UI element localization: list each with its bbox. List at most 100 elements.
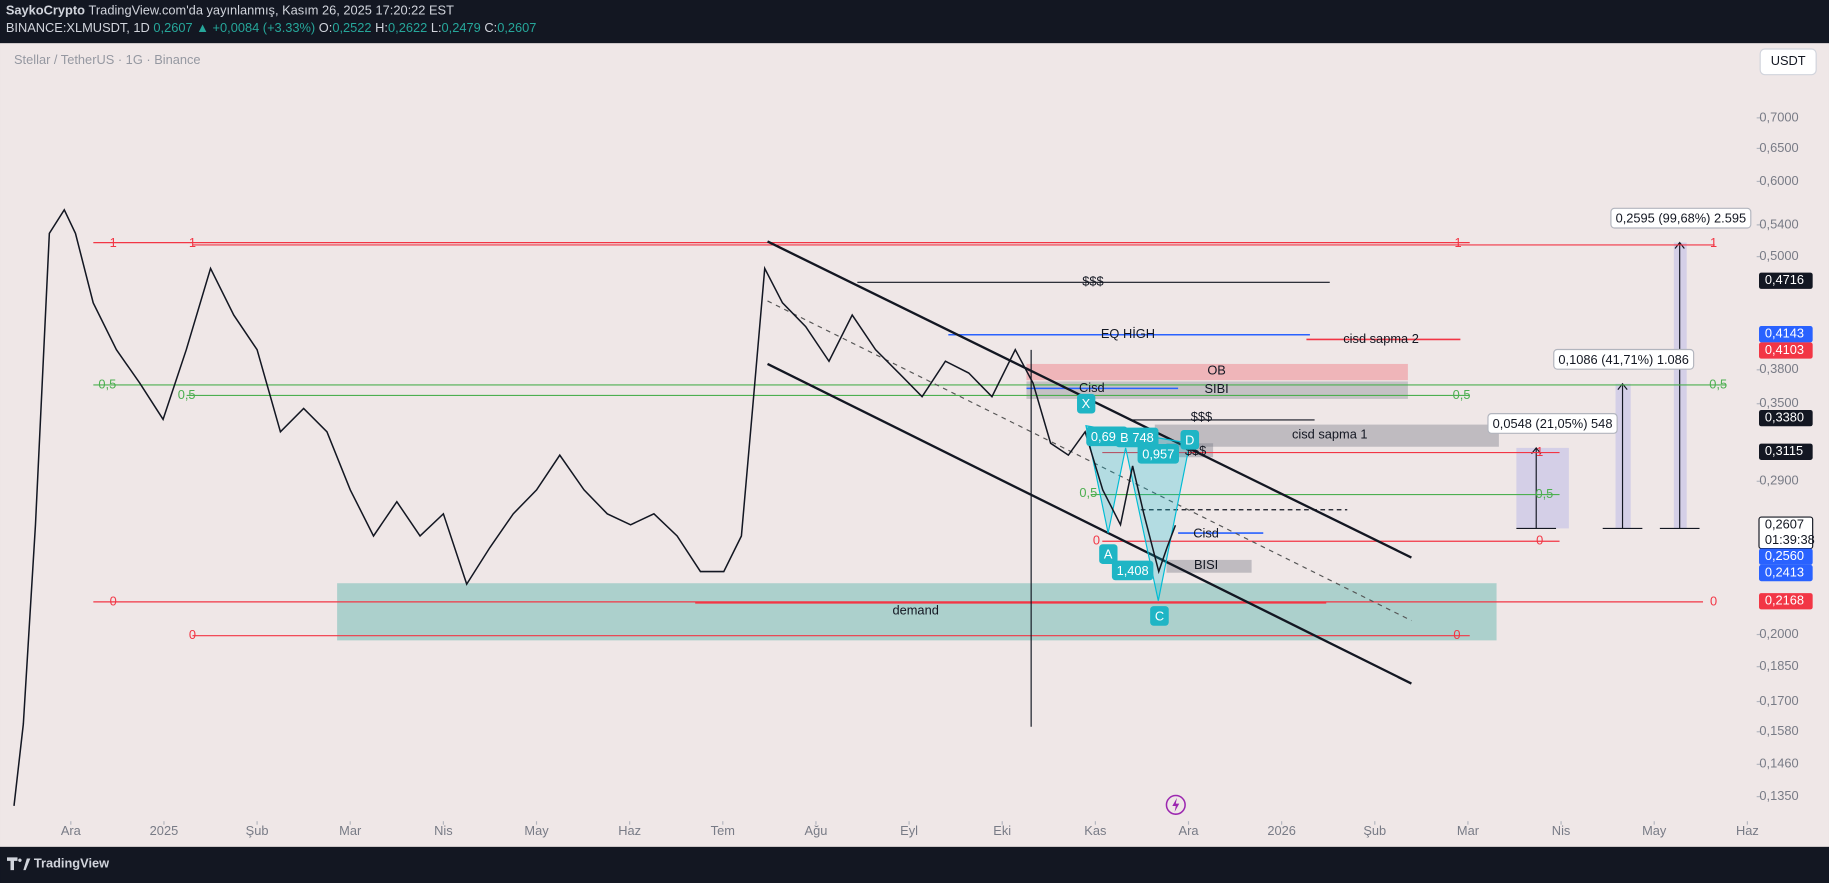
bisi-zone	[1166, 559, 1252, 573]
x-tick-label: Eyl	[900, 823, 918, 838]
currency[interactable]: USDT	[1771, 53, 1806, 68]
drawing-label: 0,5	[1453, 387, 1471, 402]
y-tick-label: 0,2900	[1759, 473, 1798, 488]
label-box	[1077, 393, 1096, 414]
label-box	[1137, 443, 1180, 464]
drawing-label: C	[1155, 608, 1164, 623]
price-badge-label: 0,2560	[1765, 548, 1804, 563]
drawing-label: $$$	[1191, 409, 1212, 424]
logo-text: TradingView	[34, 856, 109, 871]
x-tick-label: Nis	[1552, 823, 1571, 838]
drawing-label: Cisd	[1079, 380, 1105, 395]
drawing-label: 1	[110, 235, 117, 250]
price-badge	[1759, 593, 1813, 610]
author: SaykoCrypto	[6, 3, 85, 18]
x-tick-label: 2025	[150, 823, 179, 838]
x-tick-label: May	[524, 823, 549, 838]
change: ▲ +0,0084 (+3.33%)	[196, 21, 315, 36]
price-badge-label: 0,3115	[1765, 443, 1803, 458]
symbol: BINANCE:XLMUSDT, 1D	[6, 21, 150, 36]
drawing-label: OB	[1207, 362, 1226, 377]
drawing-label: 0	[110, 593, 117, 608]
x-tick-label: Nis	[434, 823, 453, 838]
countdown: 01:39:38	[1765, 532, 1815, 547]
label-box	[1099, 544, 1118, 564]
y-tick-label: 0,6500	[1759, 140, 1798, 155]
drawing-label: 1	[1454, 235, 1461, 250]
price-badge-label: 0,2607	[1765, 517, 1804, 532]
price-line	[13, 208, 1177, 806]
ohlc-value: 0,2479	[442, 21, 481, 36]
x-tick-label: Mar	[339, 823, 362, 838]
ohlc-key: O:	[319, 21, 333, 36]
drawing-label: B	[1120, 430, 1129, 445]
sibi-zone	[1026, 381, 1408, 399]
drawing-label: 0,2595 (99,68%) 2.595	[1616, 211, 1747, 226]
x-tick-label: Şub	[246, 823, 269, 838]
x-tick-label: Tem	[711, 823, 735, 838]
x-tick-label: Haz	[1736, 823, 1759, 838]
chart-panel	[0, 43, 1829, 847]
drawing-label: A	[1104, 547, 1113, 562]
x-tick-label: Mar	[1457, 823, 1480, 838]
drawing-label: 1	[1536, 444, 1543, 459]
symbol-line: BINANCE:XLMUSDT, 1D 0,2607 ▲ +0,0084 (+3…	[6, 21, 537, 36]
y-tick-label: 0,3800	[1759, 361, 1798, 376]
drawing-label: 0	[1536, 533, 1543, 548]
price-badge-label: 0,4716	[1765, 272, 1804, 287]
drawing-label: 1,408	[1117, 563, 1149, 578]
drawing-label: D	[1185, 432, 1194, 447]
y-tick-label: 0,1850	[1759, 658, 1798, 673]
drawing-label: 1	[1710, 235, 1717, 250]
cisd-zone	[1154, 424, 1499, 447]
x-tick-label: Ağu	[805, 823, 828, 838]
price-badge	[1759, 409, 1813, 427]
label-box	[1111, 560, 1154, 581]
drawing-label: 0,692	[1091, 429, 1123, 444]
price-badge-label: 0,3380	[1765, 410, 1804, 425]
published: TradingView.com'da yayınlanmış, Kasım 26…	[89, 3, 455, 18]
arrow-head	[1674, 241, 1685, 249]
measure-box	[1516, 447, 1569, 529]
drawing-label: 0,5	[1535, 486, 1553, 501]
y-tick-label: 0,1460	[1759, 756, 1798, 771]
drawing-label: 0,5	[178, 387, 196, 402]
label-box	[1610, 207, 1752, 229]
drawing-label: cisd sapma 2	[1343, 331, 1419, 346]
channel-mid	[767, 300, 1412, 622]
x-tick-label: Kas	[1084, 823, 1106, 838]
price-badge	[1759, 443, 1813, 460]
y-tick-label: 0,2000	[1759, 626, 1798, 641]
label-box	[1180, 429, 1200, 450]
channel-line	[767, 362, 1412, 685]
last-price: 0,2607	[153, 21, 192, 36]
price-badge	[1759, 342, 1813, 359]
y-tick-label: 0,5000	[1759, 248, 1798, 263]
arrow-head	[1617, 382, 1628, 390]
price-badge	[1759, 272, 1813, 289]
y-tick-label: 0,3500	[1759, 395, 1798, 410]
x-tick-label: 2026	[1267, 823, 1296, 838]
drawing-label: 0	[189, 627, 196, 642]
drawing-label: demand	[892, 603, 938, 618]
x-tick-label: Ara	[61, 823, 82, 838]
label-box	[1553, 348, 1695, 370]
chart-title: Stellar / TetherUS · 1G · Binance	[14, 52, 201, 67]
price-badge-label: 0,2413	[1765, 564, 1804, 579]
label-box	[1127, 427, 1159, 448]
ohlc-key: L:	[431, 21, 442, 36]
label-box	[1487, 413, 1618, 434]
drawing-label: 0,1086 (41,71%) 1.086	[1558, 352, 1689, 367]
event-icon[interactable]	[1165, 794, 1186, 815]
ohlc-key: C:	[484, 21, 497, 36]
price-badge-label: 0,2168	[1765, 593, 1804, 608]
drawing-label: 0,5	[1079, 485, 1097, 500]
y-tick-label: 0,1700	[1759, 693, 1798, 708]
currency-button[interactable]	[1759, 48, 1817, 76]
y-tick-label: 0,1580	[1759, 723, 1798, 738]
x-tick-label: Eki	[993, 823, 1011, 838]
drawing-label: 0	[1710, 593, 1717, 608]
header-line: SaykoCrypto TradingView.com'da yayınlanm…	[6, 3, 454, 18]
